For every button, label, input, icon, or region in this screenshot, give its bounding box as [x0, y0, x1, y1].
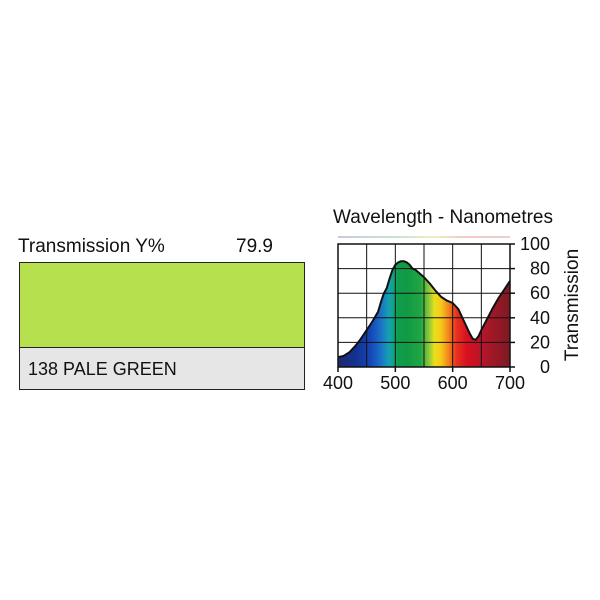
y-tick-label: 40: [530, 308, 550, 328]
transmission-value: 79.9: [236, 236, 273, 257]
grid-lines: [338, 244, 510, 367]
y-tick-label: 60: [530, 283, 550, 303]
y-axis: 0 20 40 60 80 100: [510, 234, 550, 377]
color-swatch: [19, 262, 305, 347]
x-tick-label: 500: [380, 373, 410, 393]
x-tick-label: 400: [323, 373, 353, 393]
transmission-curve: [337, 260, 511, 359]
y-tick-label: 0: [540, 357, 550, 377]
y-axis-label: Transmission: [562, 249, 583, 361]
spectrum-strip: [338, 236, 510, 238]
x-tick-label: 700: [495, 373, 525, 393]
chart-title: Wavelength - Nanometres: [333, 207, 553, 228]
y-tick-label: 80: [530, 259, 550, 279]
filter-name-box: 138 PALE GREEN: [19, 347, 305, 390]
transmission-label: Transmission Y%: [18, 236, 165, 257]
plot-frame: [337, 243, 511, 368]
x-tick-label: 600: [438, 373, 468, 393]
y-tick-label: 100: [520, 234, 550, 254]
filter-name: 138 PALE GREEN: [28, 359, 177, 379]
y-tick-label: 20: [530, 332, 550, 352]
x-axis: 400 500 600 700: [323, 367, 525, 393]
